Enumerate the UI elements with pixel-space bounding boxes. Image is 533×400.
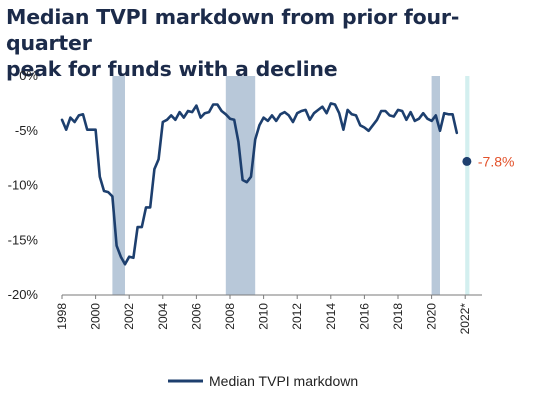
y-tick-label: -5% <box>15 123 39 138</box>
x-tick-label: 2020 <box>425 303 439 330</box>
y-tick-label: -20% <box>8 287 39 302</box>
x-tick-label: 2006 <box>189 303 203 330</box>
highlight-label: -7.8% <box>478 153 515 169</box>
legend: Median TVPI markdown <box>168 373 358 389</box>
x-tick-label: 2018 <box>391 303 405 330</box>
y-tick-label: -10% <box>8 178 39 193</box>
y-axis: 0% -5% -10% -15% -20% <box>8 68 39 302</box>
y-tick-label: 0% <box>19 68 38 83</box>
highlight-point <box>462 156 472 166</box>
shaded-period-2 <box>225 76 256 295</box>
x-tick-label: 2012 <box>290 303 304 330</box>
y-tick-label: -15% <box>8 232 39 247</box>
x-tick-label: 2008 <box>223 303 237 330</box>
x-tick-label: 2004 <box>156 303 170 330</box>
x-tick-label: 1998 <box>55 303 69 330</box>
chart-title: Median TVPI markdown from prior four-qua… <box>6 4 526 82</box>
x-tick-label: 2010 <box>257 303 271 330</box>
x-tick-label: 2016 <box>357 303 371 330</box>
highlight-group: -7.8% <box>462 153 514 169</box>
series-line-median-tvpi-markdown <box>60 102 459 266</box>
chart-title-line-2: peak for funds with a decline <box>6 57 338 81</box>
shaded-period-4 <box>465 76 470 295</box>
legend-label: Median TVPI markdown <box>209 373 358 389</box>
x-tick-label: 2022* <box>458 303 472 335</box>
x-tick-label: 2002 <box>122 303 136 330</box>
x-tick-label: 2014 <box>324 303 338 330</box>
shaded-periods <box>112 76 470 295</box>
series-group <box>60 102 459 266</box>
x-axis: 1998 2000 2002 2004 2006 2008 2010 2012 2014 2016… <box>55 295 472 334</box>
x-tick-label: 2000 <box>89 303 103 330</box>
shaded-period-3 <box>431 76 440 295</box>
chart-title-line-1: Median TVPI markdown from prior four-qua… <box>6 5 460 55</box>
